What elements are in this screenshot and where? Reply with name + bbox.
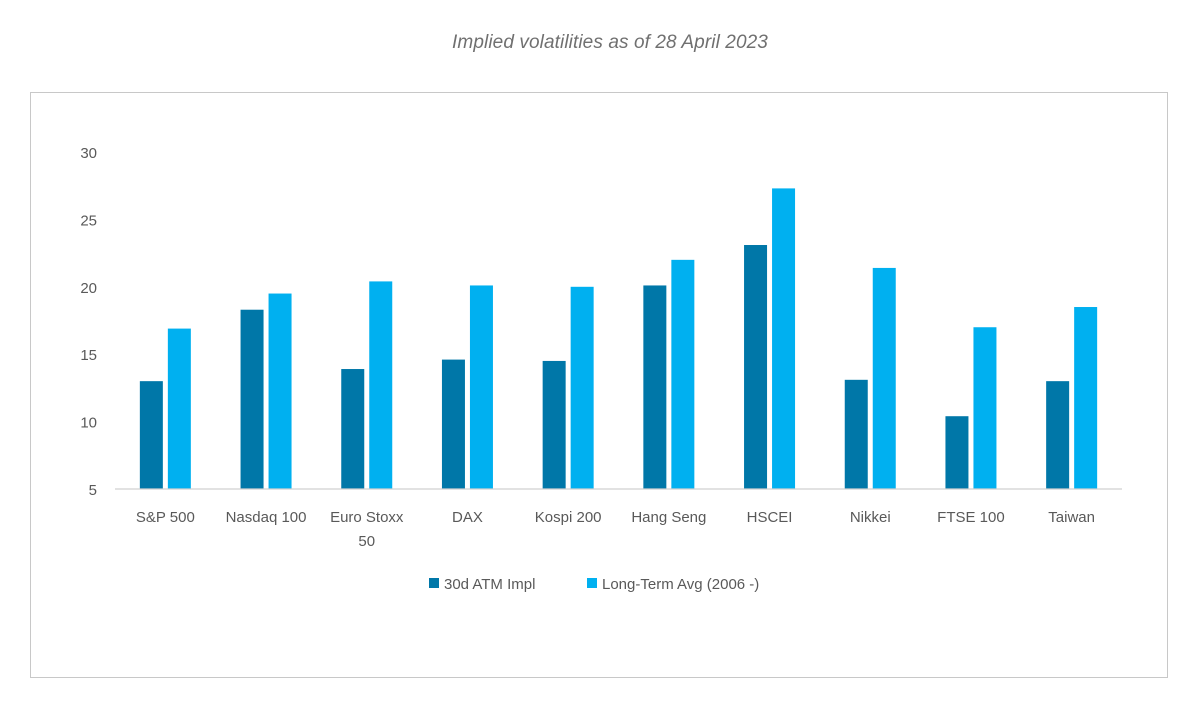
bar-series-2: [268, 293, 292, 489]
bar-series-1: [744, 245, 768, 489]
y-tick-label: 15: [80, 347, 97, 364]
x-tick-label: FTSE 100: [937, 509, 1005, 526]
x-tick-label: S&P 500: [136, 509, 195, 526]
legend-swatch-series-1: [429, 578, 439, 588]
x-tick-label: 50: [358, 533, 375, 550]
bar-series-2: [671, 259, 695, 489]
bar-series-2: [469, 285, 493, 489]
x-tick-label: Kospi 200: [535, 509, 602, 526]
x-tick-label: Euro Stoxx: [330, 509, 404, 526]
bar-series-2: [1074, 307, 1098, 489]
y-tick-label: 5: [89, 482, 97, 499]
bar-series-1: [240, 309, 264, 489]
bar-series-1: [441, 359, 465, 489]
bars: [139, 188, 1098, 489]
legend-label-series-1: 30d ATM Impl: [444, 576, 535, 593]
bar-series-2: [872, 267, 896, 489]
y-tick-label: 25: [80, 212, 97, 229]
bar-series-2: [973, 327, 997, 489]
legend-label-series-2: Long-Term Avg (2006 -): [602, 576, 759, 593]
bar-series-2: [369, 281, 393, 489]
x-tick-label: Nasdaq 100: [226, 509, 307, 526]
x-axis-labels: S&P 500 Nasdaq 100 Euro Stoxx 50 DAX Kospi 20…: [136, 509, 1095, 550]
x-tick-label: Nikkei: [850, 509, 891, 526]
x-tick-label: Taiwan: [1048, 509, 1095, 526]
x-tick-label: DAX: [452, 509, 483, 526]
y-tick-label: 30: [80, 145, 97, 162]
bar-series-1: [1046, 381, 1070, 489]
y-axis-labels: 5 10 15 20 25 30: [80, 145, 97, 499]
bar-series-1: [341, 369, 365, 489]
x-tick-label: Hang Seng: [631, 509, 706, 526]
y-tick-label: 20: [80, 280, 97, 297]
bar-series-1: [643, 285, 667, 489]
bar-series-1: [844, 379, 868, 489]
bar-series-1: [542, 360, 566, 489]
bar-series-1: [945, 416, 969, 489]
bar-series-2: [772, 188, 796, 489]
chart-title: Implied volatilities as of 28 April 2023: [452, 32, 768, 53]
bar-series-2: [570, 286, 594, 489]
legend: 30d ATM Impl Long-Term Avg (2006 -): [429, 576, 759, 593]
bar-series-1: [139, 381, 163, 489]
y-tick-label: 10: [80, 415, 97, 432]
bar-series-2: [167, 328, 191, 489]
chart-frame: [30, 92, 1168, 678]
legend-swatch-series-2: [587, 578, 597, 588]
x-tick-label: HSCEI: [747, 509, 793, 526]
